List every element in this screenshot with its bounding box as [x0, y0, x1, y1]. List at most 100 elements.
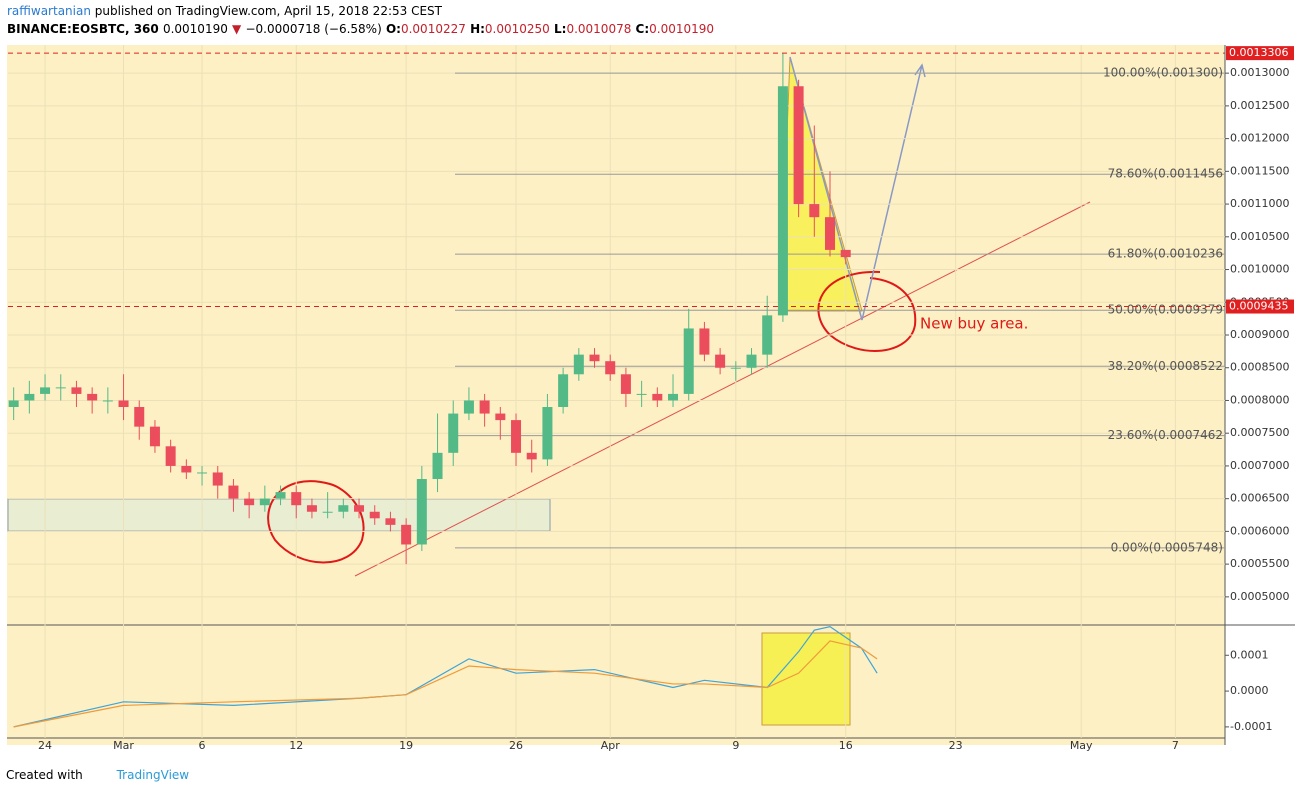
candle-body [197, 472, 208, 474]
signal-line [13, 640, 878, 728]
candle-body [620, 374, 631, 394]
o: 0.0010227 [400, 22, 466, 36]
y-tick-label: 0.0008500 [1230, 361, 1290, 374]
level-tag [1226, 299, 1294, 314]
c: 0.0010190 [649, 22, 715, 36]
level-label: 0.0013306 [1229, 46, 1289, 59]
candle-body [322, 511, 333, 513]
candle-body [840, 249, 851, 258]
macd-tick-label: 0.0000 [1230, 684, 1269, 697]
candle-body [385, 518, 396, 525]
arrow: ▼ [232, 22, 242, 36]
plot-bg [7, 45, 1225, 745]
macd-tick-label: -0.0001 [1230, 720, 1272, 733]
fib-label: 61.80%(0.0010236 [1108, 247, 1223, 261]
x-tick-label: 19 [399, 739, 413, 752]
x-tick-label: 23 [949, 739, 963, 752]
candle-body [526, 452, 537, 460]
candle-body [479, 400, 490, 414]
candle-body [777, 86, 788, 316]
y-tick-label: 0.0013000 [1230, 66, 1290, 79]
candle-body [24, 393, 35, 401]
y-tick-label: 0.0005500 [1230, 557, 1290, 570]
candle-body [668, 393, 679, 401]
fib-label: 38.20%(0.0008522 [1108, 359, 1223, 373]
candle-body [228, 485, 239, 499]
macd-highlight [761, 632, 851, 726]
x-tick-label: 9 [732, 739, 739, 752]
candle-body [793, 86, 804, 205]
y-tick-label: 0.0006000 [1230, 524, 1290, 537]
candle-body [134, 407, 145, 427]
candle-body [369, 511, 380, 519]
symbol: BINANCE:EOSBTC, 360 [7, 22, 159, 36]
candle-body [102, 400, 113, 402]
y-tick-label: 0.0012500 [1230, 99, 1290, 112]
candle-body [416, 479, 427, 545]
fib-label: 78.60%(0.0011456 [1108, 167, 1223, 181]
last: 0.0010190 [162, 22, 228, 36]
y-tick-label: 0.0010500 [1230, 230, 1290, 243]
author[interactable]: raffiwartanian [7, 4, 91, 18]
footer: Created with TradingView [6, 768, 189, 782]
range-box [7, 498, 551, 532]
y-tick-label: 0.0005000 [1230, 590, 1290, 603]
x-tick-label: 7 [1172, 739, 1179, 752]
candle-body [244, 498, 255, 506]
candle-body [275, 492, 286, 499]
candle-body [338, 505, 349, 512]
y-tick-label: 0.0012000 [1230, 132, 1290, 145]
x-tick-label: Apr [601, 739, 621, 752]
fib-label: 50.00%(0.0009379 [1108, 303, 1223, 317]
o-label: O: [385, 22, 401, 36]
y-tick-label: 0.0007500 [1230, 426, 1290, 439]
l-label: L: [554, 22, 567, 36]
x-tick-label: 16 [839, 739, 853, 752]
change: −0.0000718 (−6.58%) [245, 22, 382, 36]
candle-body [259, 498, 270, 506]
candle-body [558, 374, 569, 408]
candle-body [762, 315, 773, 355]
candle-body [825, 217, 836, 250]
brand[interactable]: TradingView [116, 768, 190, 782]
candle-body [354, 505, 365, 512]
fib-label: 100.00%(0.001300) [1103, 66, 1223, 80]
candle-body [40, 387, 51, 394]
candle-body [573, 354, 584, 375]
x-tick-label: 24 [38, 739, 52, 752]
c-label: C: [635, 22, 650, 36]
candle-body [401, 524, 412, 545]
candle-body [699, 328, 710, 355]
candle-body [463, 400, 474, 414]
fib-label: 0.00%(0.0005748) [1111, 540, 1223, 554]
y-tick-label: 0.0011500 [1230, 164, 1290, 177]
y-tick-label: 0.0010000 [1230, 263, 1290, 276]
macd-tick-label: 0.0001 [1230, 648, 1269, 661]
candle-body [730, 367, 741, 369]
x-tick-label: May [1070, 739, 1093, 752]
candle-body [291, 492, 302, 506]
circle [817, 270, 917, 352]
candle-body [542, 407, 553, 460]
header-line-1: raffiwartanian published on TradingView.… [7, 4, 442, 18]
l: 0.0010078 [566, 22, 632, 36]
y-tick-label: 0.0007000 [1230, 459, 1290, 472]
level-tag [1226, 46, 1294, 61]
candle-body [448, 413, 459, 453]
candle-body [432, 452, 443, 480]
candle-body [495, 413, 506, 421]
candle-body [605, 361, 616, 375]
y-tick-label: 0.0009000 [1230, 328, 1290, 341]
x-tick-label: Mar [113, 739, 134, 752]
candle-body [165, 446, 176, 466]
chart: New buy area. 0.0005000 0.0005500 0.000600… [7, 45, 1295, 752]
created: Created with [6, 768, 83, 782]
candle-body [212, 472, 223, 486]
candle-body [87, 393, 98, 401]
y-tick-label: 0.0008000 [1230, 393, 1290, 406]
header-line-2: BINANCE:EOSBTC, 360 0.0010190 ▼ −0.00007… [7, 22, 714, 36]
candle-body [8, 400, 19, 408]
candle-body [306, 505, 317, 512]
candle-body [181, 465, 192, 473]
